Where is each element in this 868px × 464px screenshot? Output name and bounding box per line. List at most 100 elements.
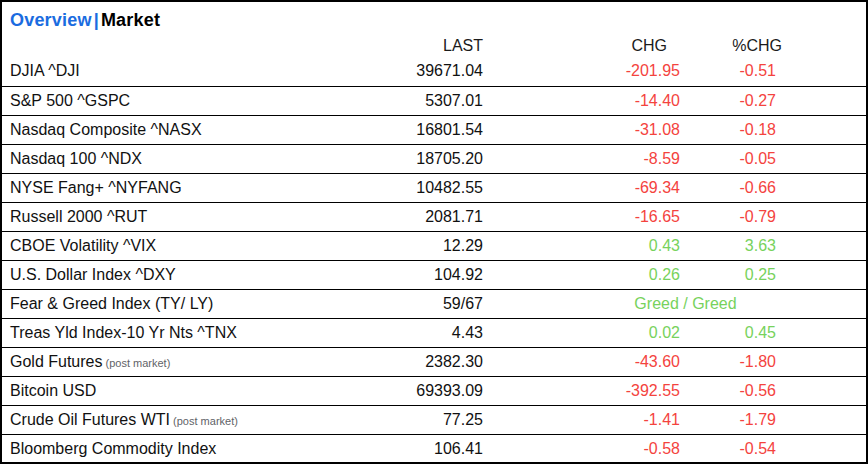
pchg-value: -0.79 — [682, 202, 784, 231]
pchg-value: -0.51 — [682, 57, 784, 86]
market-session-note: (post market) — [102, 357, 170, 369]
col-header-chg: CHG — [487, 34, 682, 57]
last-value: 4.43 — [302, 318, 487, 347]
instrument-name: Bloomberg Commodity Index — [10, 440, 216, 457]
instrument-name: U.S. Dollar Index ^DXY — [10, 266, 176, 283]
col-header-filler — [784, 34, 866, 57]
chg-value: 0.26 — [487, 260, 682, 289]
last-value: 2382.30 — [302, 347, 487, 376]
table-row[interactable]: Nasdaq Composite ^NASX16801.54-31.08-0.1… — [2, 115, 866, 144]
market-session-note: (post market) — [170, 415, 238, 427]
pchg-value: -0.54 — [682, 434, 784, 463]
table-row[interactable]: Nasdaq 100 ^NDX 18705.20-8.59-0.05 — [2, 144, 866, 173]
instrument-cell: Fear & Greed Index (TY/ LY) — [2, 289, 302, 318]
chg-value: 0.02 — [487, 318, 682, 347]
table-row[interactable]: Bitcoin USD69393.09-392.55-0.56 — [2, 376, 866, 405]
table-row[interactable]: S&P 500 ^GSPC 5307.01-14.40-0.27 — [2, 86, 866, 115]
instrument-cell: Nasdaq 100 ^NDX — [2, 144, 302, 173]
table-row[interactable]: Gold Futures (post market)2382.30-43.60-… — [2, 347, 866, 376]
instrument-cell: CBOE Volatility ^VIX — [2, 231, 302, 260]
table-row[interactable]: Bloomberg Commodity Index 106.41-0.58-0.5… — [2, 434, 866, 463]
instrument-name: Crude Oil Futures WTI — [10, 411, 170, 428]
pchg-value: -0.05 — [682, 144, 784, 173]
last-value: 106.41 — [302, 434, 487, 463]
last-value: 77.25 — [302, 405, 487, 434]
instrument-name: Nasdaq Composite ^NASX — [10, 121, 202, 138]
col-header-last: LAST — [302, 34, 487, 57]
instrument-name: Nasdaq 100 ^NDX — [10, 150, 142, 167]
chg-value: -0.58 — [487, 434, 682, 463]
last-value: 16801.54 — [302, 115, 487, 144]
chg-value: -1.41 — [487, 405, 682, 434]
instrument-cell: S&P 500 ^GSPC — [2, 86, 302, 115]
instrument-name: CBOE Volatility ^VIX — [10, 237, 156, 254]
title-separator: | — [94, 10, 99, 30]
pchg-value: -1.80 — [682, 347, 784, 376]
row-filler — [784, 405, 866, 434]
row-filler — [784, 260, 866, 289]
instrument-cell: DJIA ^DJI — [2, 57, 302, 86]
column-header-row: LAST CHG %CHG — [2, 34, 866, 57]
table-row[interactable]: Crude Oil Futures WTI (post market)77.25… — [2, 405, 866, 434]
title-row: Overview|Market — [2, 2, 866, 34]
last-value: 69393.09 — [302, 376, 487, 405]
pchg-value: -0.18 — [682, 115, 784, 144]
instrument-name: Gold Futures — [10, 353, 102, 370]
row-filler — [784, 231, 866, 260]
chg-value: -201.95 — [487, 57, 682, 86]
chg-value: -43.60 — [487, 347, 682, 376]
instrument-name: Bitcoin USD — [10, 382, 96, 399]
table-row[interactable]: Russell 2000 ^RUT 2081.71-16.65-0.79 — [2, 202, 866, 231]
overview-link[interactable]: Overview — [10, 10, 92, 30]
instrument-cell: Bitcoin USD — [2, 376, 302, 405]
row-filler — [784, 57, 866, 86]
row-filler — [784, 289, 866, 318]
instrument-cell: Bloomberg Commodity Index — [2, 434, 302, 463]
row-filler — [784, 434, 866, 463]
instrument-cell: Gold Futures (post market) — [2, 347, 302, 376]
last-value: 104.92 — [302, 260, 487, 289]
row-filler — [784, 86, 866, 115]
row-filler — [784, 376, 866, 405]
instrument-name: S&P 500 ^GSPC — [10, 92, 130, 109]
instrument-name: Treas Yld Index-10 Yr Nts ^TNX — [10, 324, 237, 341]
market-overview-panel: Overview|Market LAST CHG %CHG DJIA ^DJI 3… — [0, 0, 868, 464]
instrument-name: Russell 2000 ^RUT — [10, 208, 147, 225]
chg-value: -8.59 — [487, 144, 682, 173]
pchg-value: -0.66 — [682, 173, 784, 202]
chg-value: -16.65 — [487, 202, 682, 231]
row-filler — [784, 318, 866, 347]
instrument-cell: Crude Oil Futures WTI (post market) — [2, 405, 302, 434]
market-table: Overview|Market LAST CHG %CHG DJIA ^DJI 3… — [2, 2, 866, 463]
table-row[interactable]: Treas Yld Index-10 Yr Nts ^TNX4.430.020.… — [2, 318, 866, 347]
row-filler — [784, 115, 866, 144]
last-value: 59/67 — [302, 289, 487, 318]
last-value: 2081.71 — [302, 202, 487, 231]
row-filler — [784, 144, 866, 173]
last-value: 39671.04 — [302, 57, 487, 86]
row-filler — [784, 347, 866, 376]
instrument-name: DJIA ^DJI — [10, 62, 80, 79]
last-value: 18705.20 — [302, 144, 487, 173]
row-filler — [784, 173, 866, 202]
table-row[interactable]: U.S. Dollar Index ^DXY 104.920.260.25 — [2, 260, 866, 289]
last-value: 10482.55 — [302, 173, 487, 202]
pchg-value: -1.79 — [682, 405, 784, 434]
instrument-cell: NYSE Fang+ ^NYFANG — [2, 173, 302, 202]
instrument-cell: U.S. Dollar Index ^DXY — [2, 260, 302, 289]
instrument-cell: Nasdaq Composite ^NASX — [2, 115, 302, 144]
pchg-value: 0.25 — [682, 260, 784, 289]
page-title: Overview|Market — [2, 2, 866, 34]
chg-value: -69.34 — [487, 173, 682, 202]
last-value: 5307.01 — [302, 86, 487, 115]
pchg-value: -0.56 — [682, 376, 784, 405]
table-row[interactable]: DJIA ^DJI 39671.04-201.95-0.51 — [2, 57, 866, 86]
table-row[interactable]: NYSE Fang+ ^NYFANG 10482.55-69.34-0.66 — [2, 173, 866, 202]
pchg-value: -0.27 — [682, 86, 784, 115]
table-row[interactable]: CBOE Volatility ^VIX12.290.433.63 — [2, 231, 866, 260]
chg-value: 0.43 — [487, 231, 682, 260]
table-row[interactable]: Fear & Greed Index (TY/ LY)59/67Greed / … — [2, 289, 866, 318]
chg-value: -14.40 — [487, 86, 682, 115]
row-filler — [784, 202, 866, 231]
instrument-name: NYSE Fang+ ^NYFANG — [10, 179, 182, 196]
